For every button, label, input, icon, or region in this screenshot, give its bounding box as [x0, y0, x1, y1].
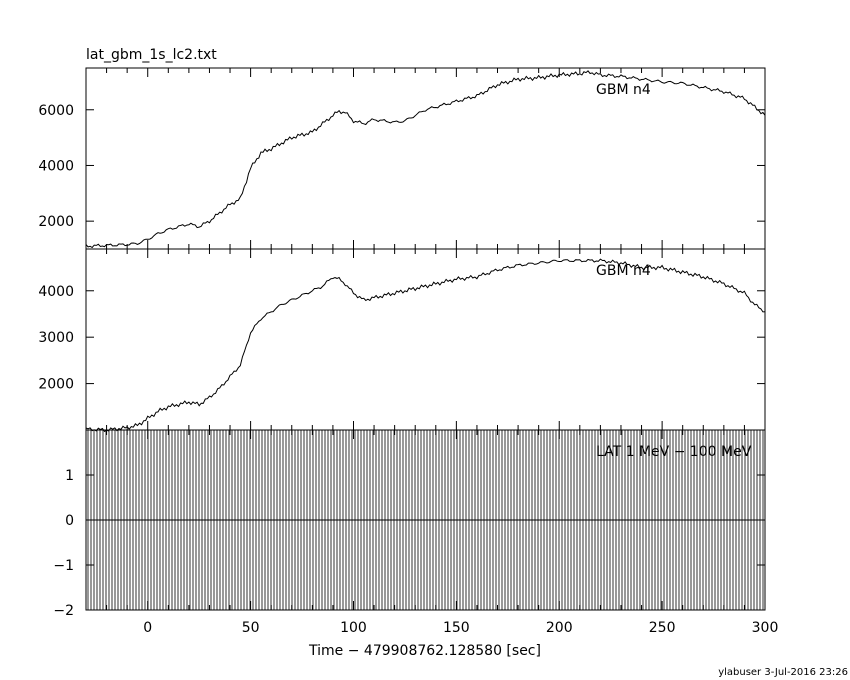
y-tick-label: 1	[65, 468, 74, 484]
footer-stamp: ylabuser 3-Jul-2016 23:26	[718, 667, 848, 678]
x-tick-label: 100	[340, 620, 367, 636]
x-axis-label: Time − 479908762.128580 [sec]	[308, 643, 541, 659]
y-tick-label: 6000	[38, 103, 74, 119]
y-tick-label: 2000	[38, 214, 74, 230]
x-tick-label: 0	[143, 620, 152, 636]
x-tick-label: 250	[649, 620, 676, 636]
series-line-1	[85, 70, 766, 249]
y-tick-label: 4000	[38, 158, 74, 174]
x-tick-label: 50	[242, 620, 260, 636]
series-annotation: GBM n4	[596, 82, 651, 98]
x-tick-label: 200	[546, 620, 573, 636]
x-tick-label: 150	[443, 620, 470, 636]
y-tick-label: 0	[65, 513, 74, 529]
series-annotation: LAT 1 MeV − 100 MeV	[596, 444, 752, 460]
y-tick-label: 3000	[38, 330, 74, 346]
figure-title: lat_gbm_1s_lc2.txt	[86, 47, 217, 63]
panel-frame-1	[85, 67, 766, 250]
y-tick-label: −1	[53, 558, 74, 574]
series-annotation: GBM n4	[596, 263, 651, 279]
y-tick-label: 2000	[38, 377, 74, 393]
series-line-2	[85, 258, 766, 433]
x-tick-label: 300	[752, 620, 779, 636]
y-tick-label: 4000	[38, 284, 74, 300]
y-tick-label: −2	[53, 603, 74, 619]
